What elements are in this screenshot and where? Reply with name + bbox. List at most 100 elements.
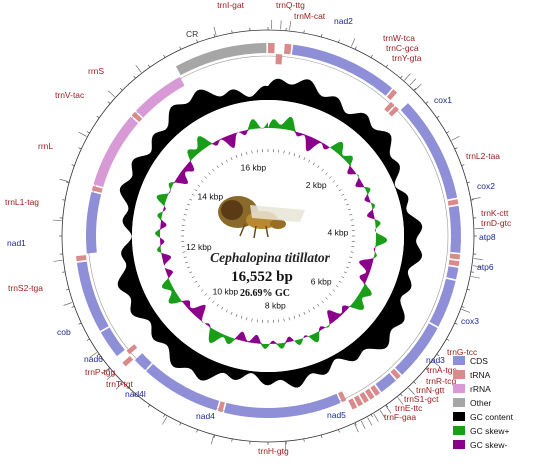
leader-cob xyxy=(63,302,73,306)
feature-trnd-gtc xyxy=(448,259,460,267)
leader-nad6 xyxy=(89,352,98,358)
feature-trnw-tca xyxy=(386,89,398,101)
feature-trnc-gca xyxy=(384,101,395,113)
leader-trnw-tca xyxy=(404,73,411,81)
label-trnt-tgt: trnT-tgt xyxy=(106,379,134,389)
legend-swatch-gc-skew-pos xyxy=(453,426,465,435)
label-trnc-gca: trnC-gca xyxy=(386,43,419,53)
legend-swatch-gc-content xyxy=(453,412,465,421)
legend-swatch-trna xyxy=(453,370,465,379)
label-cox3: cox3 xyxy=(461,316,479,326)
label-trnh-gtg: trnH-gtg xyxy=(258,446,289,456)
feature-rrns xyxy=(135,76,185,118)
label-trna-tgc: trnA-tgc xyxy=(427,365,458,375)
label-trnf-gaa: trnF-gaa xyxy=(384,412,416,422)
feature-trnk-ctt xyxy=(449,253,461,260)
leader-nad1 xyxy=(52,219,62,221)
leader-trny-gta xyxy=(414,83,422,91)
feature-track xyxy=(76,43,461,418)
label-trnq-ttg: trnQ-ttg xyxy=(276,0,305,10)
leader-trnp-tgg xyxy=(101,368,110,375)
label-trnn-gtt: trnN-gtt xyxy=(416,385,445,395)
feature-trnn-gtt xyxy=(359,392,369,404)
leader-rrns xyxy=(135,65,142,73)
feature-nad4 xyxy=(146,363,220,411)
feature-atp8 xyxy=(446,266,459,280)
feature-cox1 xyxy=(400,103,458,200)
label-trni-gat: trnI-gat xyxy=(217,0,245,10)
label-trnv-tac: trnV-tac xyxy=(55,90,85,100)
label-nad3: nad3 xyxy=(426,355,445,365)
label-trnp-tgg: trnP-tgg xyxy=(85,367,116,377)
leader-trnm-cat xyxy=(289,21,291,31)
scale-tick-8: 16 kbp xyxy=(241,163,267,173)
feature-trnh-gtg xyxy=(217,401,225,413)
label-trnm-cat: trnM-cat xyxy=(294,11,326,21)
feature-rrnl xyxy=(93,116,139,188)
feature-trne-ttc xyxy=(348,398,358,410)
leader-trnl1-tag xyxy=(59,178,69,182)
legend-label-gc-content: GC content xyxy=(470,412,514,422)
feature-trni-gat xyxy=(268,43,275,54)
label-nad6: nad6 xyxy=(84,354,103,364)
feature-trnp-tgg xyxy=(126,344,138,355)
feature-cr xyxy=(175,43,267,76)
feature-atp6 xyxy=(429,278,456,327)
feature-nad1 xyxy=(86,191,102,254)
label-cr: CR xyxy=(186,29,198,39)
feature-cox3 xyxy=(395,323,438,375)
feature-cob xyxy=(76,261,109,332)
leader-atp6 xyxy=(461,309,471,313)
legend-swatch-other xyxy=(453,398,465,407)
feature-cox2 xyxy=(448,205,461,253)
legend-label-trna: tRNA xyxy=(470,370,491,380)
leader-rrnl xyxy=(78,131,87,137)
leader-trne-ttc xyxy=(360,420,366,430)
label-trnd-gtc: trnD-gtc xyxy=(481,218,512,228)
leader-trnt-tgt xyxy=(106,373,114,381)
leader-trnh-gtg xyxy=(210,435,214,445)
label-trnw-tca: trnW-tca xyxy=(383,33,415,43)
feature-trng-tcc xyxy=(390,368,401,380)
feature-trnt-tgt xyxy=(122,356,134,367)
leader-trnl2-taa xyxy=(471,197,481,200)
leader-cox3 xyxy=(432,361,441,367)
feature-trns2-tga xyxy=(76,255,87,262)
feature-trnr-tcg xyxy=(364,388,375,400)
leader-trnq-ttg xyxy=(280,20,282,30)
label-trnr-tcg: trnR-tcg xyxy=(426,376,457,386)
scale-tick-6: 12 kbp xyxy=(186,242,212,252)
leader-trns2-tga xyxy=(53,260,63,262)
leader-trna-tgc xyxy=(385,405,392,414)
scale-tick-4: 8 kbp xyxy=(265,301,286,311)
leader-trnv-tac xyxy=(107,90,115,98)
leader-nad2 xyxy=(351,38,356,47)
scale-tick-2: 4 kbp xyxy=(328,227,349,237)
legend-label-cds: CDS xyxy=(470,356,488,366)
legend: CDS tRNA rRNA Other GC content GC skew+ GC ske… xyxy=(453,356,514,450)
feature-trnf-gaa xyxy=(337,391,347,403)
leader-cox1 xyxy=(451,135,460,141)
leader-trnc-gca xyxy=(409,78,417,86)
legend-label-gc-skew-pos: GC skew+ xyxy=(470,426,509,436)
feature-trnv-tac xyxy=(131,111,143,123)
label-trnl1-tag: trnL1-tag xyxy=(5,197,39,207)
label-trne-ttc: trnE-ttc xyxy=(395,403,423,413)
label-nad4: nad4 xyxy=(196,411,215,421)
leader-trnd-gtc xyxy=(472,265,482,268)
leader-nad4 xyxy=(162,416,168,425)
label-cob: cob xyxy=(57,327,71,337)
label-trny-gta: trnY-gta xyxy=(392,53,422,63)
legend-label-other: Other xyxy=(470,398,491,408)
leader-trns1-gct xyxy=(367,417,373,426)
label-nad5: nad5 xyxy=(327,410,346,420)
kbp-scale: 2 kbp 4 kbp 6 kbp 8 kbp 10 kbp 12 kbp 14 kbp 16… xyxy=(181,149,355,323)
scale-tick-1: 2 kbp xyxy=(306,180,327,190)
feature-trnl2-taa xyxy=(447,199,459,206)
feature-trns1-gct xyxy=(353,395,364,407)
leader-trnk-ctt xyxy=(473,258,483,260)
feature-nad2 xyxy=(291,44,393,96)
